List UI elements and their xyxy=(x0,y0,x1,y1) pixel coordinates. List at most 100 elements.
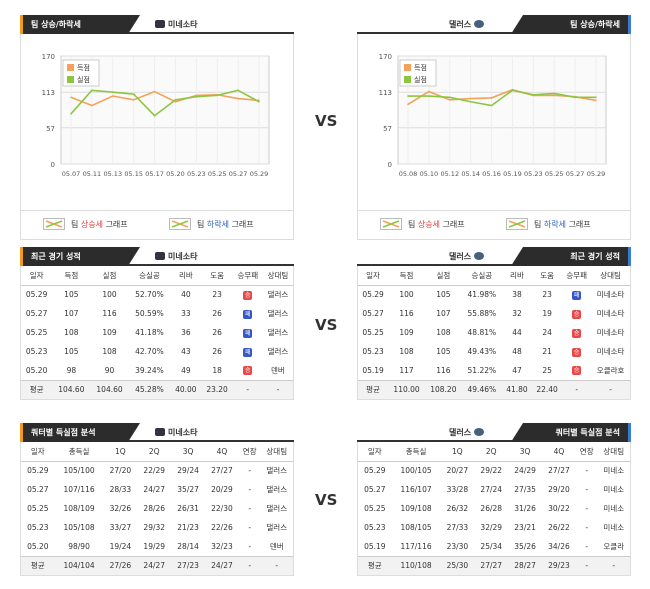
table-cell: 05.27 xyxy=(364,485,386,494)
team-logo-icon xyxy=(155,252,165,260)
trend-tag: 팀 상승/하락세 xyxy=(511,15,631,34)
series-line-2 xyxy=(70,89,260,117)
loss-badge: 패 xyxy=(572,290,582,300)
recent-tag: 최근 경기 성적 xyxy=(20,247,140,266)
average-row: 평균 110/108 25/30 27/27 28/27 29/23- - xyxy=(358,555,630,575)
table-row: 05.25 108/109 32/26 28/26 26/31 22/30 - 댈러스 xyxy=(21,499,293,518)
table-cell: 28/27 xyxy=(508,555,543,575)
legend-up: 팀 상승세 그래프 xyxy=(380,218,465,230)
table-cell: - xyxy=(562,379,592,399)
table-row: 05.20 98/90 19/24 19/29 28/14 32/23 - 덴버 xyxy=(21,537,293,556)
table-cell: 05.20 xyxy=(27,541,49,551)
table-cell: 40 xyxy=(181,290,191,300)
y-tick-label: 113 xyxy=(379,89,392,97)
table-cell: 45.28% xyxy=(128,379,171,399)
x-tick-label: 05.23 xyxy=(187,170,206,178)
table-cell: 116 xyxy=(102,309,117,318)
table-cell: 26/32 xyxy=(446,504,469,513)
table-cell: - xyxy=(238,555,261,575)
table-cell: 19 xyxy=(542,309,552,318)
table-cell: 18 xyxy=(212,365,222,375)
result-cell: 승 xyxy=(562,342,591,361)
win-badge: 승 xyxy=(243,366,253,376)
y-tick-label: 0 xyxy=(388,161,392,169)
table-cell: 35/27 xyxy=(177,485,199,494)
table-cell: 05.25 xyxy=(362,328,384,337)
table-cell: 117 xyxy=(399,365,414,375)
table-cell: 98/90 xyxy=(68,541,90,551)
table-cell: 107 xyxy=(436,309,451,318)
table-cell: 25/30 xyxy=(440,555,475,575)
table-cell: 27/27 xyxy=(474,555,509,575)
down-graph-icon xyxy=(169,218,191,230)
table-cell: 24 xyxy=(542,328,552,337)
table-cell: - xyxy=(585,466,589,476)
recent-table: 일자 득점 실점 승실공 리바 도움 승무패 상대팀 05.29 105 100 52.70% 40 23… xyxy=(21,266,293,399)
data-point xyxy=(91,89,93,92)
result-cell: 승 xyxy=(562,323,591,342)
column-header: 4Q xyxy=(205,442,239,462)
series-line-2 xyxy=(408,89,596,107)
column-header: 승실공 xyxy=(128,266,171,286)
column-header: 리바 xyxy=(501,266,533,286)
legend-swatch xyxy=(404,64,411,71)
table-cell: 49.46% xyxy=(461,379,502,399)
vs-label: VS xyxy=(315,491,338,509)
table-cell: - xyxy=(248,504,252,513)
x-tick-label: 05.15 xyxy=(124,170,143,178)
column-header: 일자 xyxy=(358,442,392,462)
column-header: 실점 xyxy=(90,266,129,286)
x-tick-label: 05.29 xyxy=(587,170,606,178)
y-tick-label: 170 xyxy=(379,53,392,61)
table-cell: 05.29 xyxy=(27,466,49,476)
table-row: 05.25 108 109 41.18% 36 26 패 댈러스 xyxy=(21,323,293,342)
column-header: 2Q xyxy=(474,442,509,462)
data-point xyxy=(428,90,430,93)
table-row: 05.29 105 100 52.70% 40 23 승 댈러스 xyxy=(21,285,293,304)
data-point xyxy=(195,94,198,97)
team-logo-icon xyxy=(474,252,485,260)
table-cell: 05.23 xyxy=(25,347,48,356)
table-cell: 41.98% xyxy=(467,290,497,300)
table-cell: 평균 xyxy=(21,379,53,399)
table-cell: 28/33 xyxy=(109,485,132,494)
data-point xyxy=(237,89,239,92)
table-row: 05.23 105/108 33/27 29/32 21/23 22/26 - 댈러스 xyxy=(21,518,293,537)
vs-label: VS xyxy=(315,316,338,334)
data-point xyxy=(532,93,535,96)
table-cell: - xyxy=(262,379,293,399)
table-cell: 40.00 xyxy=(170,379,202,399)
data-point xyxy=(511,89,514,92)
data-point xyxy=(595,96,597,99)
quarter-panel-left: 쿼터별 득실점 분석 미네소타 일자 총득실 1Q 2Q 3Q 4Q 연장 상대팀 05.29 1… xyxy=(20,423,294,576)
table-cell: 108 xyxy=(102,347,117,356)
table-cell: 32/29 xyxy=(480,523,503,532)
table-cell: 105/108 xyxy=(63,523,95,532)
table-cell: 26/22 xyxy=(548,523,570,532)
table-cell: 100 xyxy=(102,290,117,300)
x-tick-label: 05.11 xyxy=(83,170,102,178)
win-badge: 승 xyxy=(572,328,582,338)
table-row: 05.19 117 116 51.22% 47 25 승 오클라호 xyxy=(358,361,630,380)
table-cell: 24/27 xyxy=(137,555,172,575)
data-point xyxy=(132,99,135,101)
average-row: 평균 110.00 108.20 49.46% 41.80 22.40- - xyxy=(358,379,630,399)
table-cell: 104/104 xyxy=(54,555,104,575)
table-cell: 104.60 xyxy=(90,379,129,399)
data-point xyxy=(448,99,451,101)
table-cell: 49.43% xyxy=(467,347,497,356)
table-cell: 24/27 xyxy=(205,555,239,575)
recent-tag: 최근 경기 성적 xyxy=(511,247,631,266)
data-point xyxy=(448,96,451,99)
column-header: 일자 xyxy=(21,266,53,286)
table-cell: 116/107 xyxy=(400,485,432,494)
x-tick-label: 05.27 xyxy=(566,170,585,178)
table-header-row: 일자 득점 실점 승실공 리바 도움 승무패 상대팀 xyxy=(21,266,293,286)
team-label: 미네소타 xyxy=(155,423,197,442)
table-cell: 05.25 xyxy=(27,504,49,513)
column-header: 리바 xyxy=(170,266,202,286)
table-cell: - xyxy=(597,555,630,575)
table-cell: 55.88% xyxy=(467,309,497,318)
table-cell: 23.20 xyxy=(201,379,233,399)
